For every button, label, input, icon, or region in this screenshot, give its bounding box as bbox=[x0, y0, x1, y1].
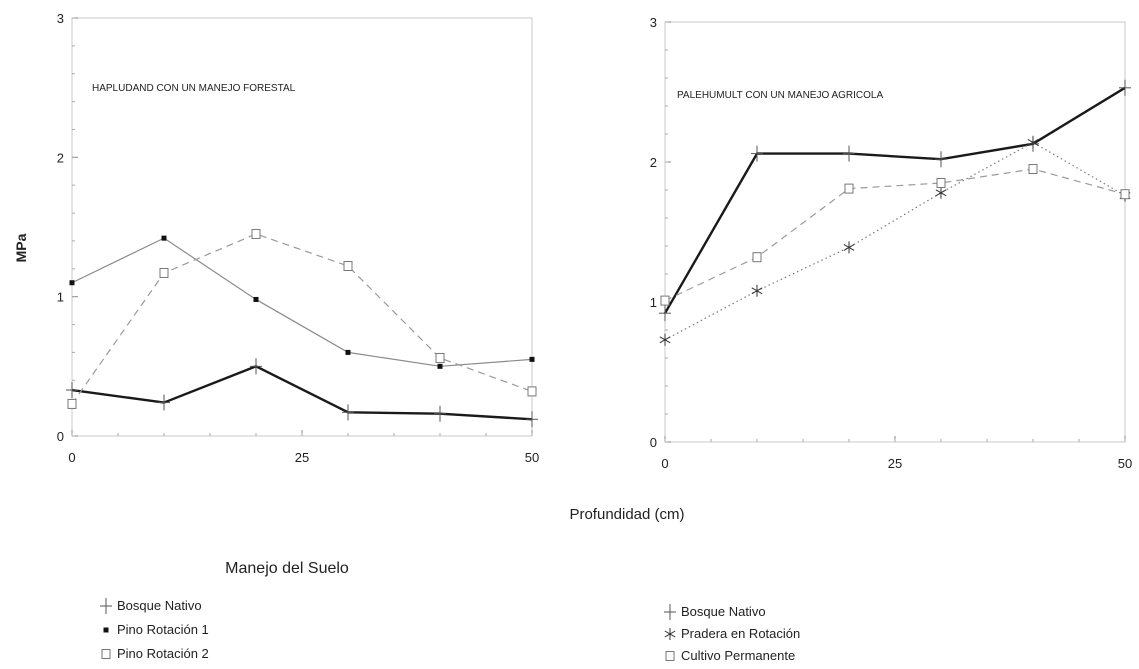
data-point-cultivo-permanente bbox=[1028, 164, 1038, 174]
x-tick-label: 0 bbox=[68, 450, 75, 465]
x-tick-labels: 0 25 50 bbox=[661, 436, 1132, 471]
legend-marker-bosque-nativo bbox=[664, 604, 676, 620]
data-point-pino-rotacion-2 bbox=[67, 398, 77, 409]
chart-panel-agricola: PALEHUMULT CON UN MANEJO AGRICOLA 0 1 2 3 0… bbox=[650, 15, 1132, 471]
data-point-bosque-nativo bbox=[434, 405, 446, 422]
series-pradera-en-rotacion bbox=[659, 136, 1131, 346]
data-point-pino-rotacion-2 bbox=[527, 386, 537, 397]
series-pino-rotacion-2 bbox=[67, 228, 537, 409]
y-tick-label: 2 bbox=[650, 155, 657, 170]
series-line-bosque-nativo bbox=[663, 86, 1126, 314]
data-point-pino-rotacion-1 bbox=[161, 235, 167, 241]
y-tick-labels: 0 1 2 3 bbox=[57, 11, 78, 444]
data-point-cultivo-permanente bbox=[660, 295, 670, 306]
legend-marker-pradera-en-rotacion bbox=[664, 628, 676, 640]
series-line-pino-rotacion-1 bbox=[71, 237, 533, 367]
legend-agricola: Bosque Nativo Pradera en Rotación Cultivo … bbox=[664, 604, 800, 663]
y-tick-label: 2 bbox=[57, 150, 64, 165]
data-point-pino-rotacion-1 bbox=[437, 363, 443, 369]
data-point-pino-rotacion-1 bbox=[529, 356, 535, 362]
legend-item-pradera-en-rotacion: Pradera en Rotación bbox=[664, 626, 800, 641]
data-point-pino-rotacion-2 bbox=[159, 267, 169, 278]
legend-forestal: Bosque Nativo Pino Rotación 1 Pino Rotació… bbox=[100, 598, 209, 661]
legend-marker-bosque-nativo bbox=[100, 598, 112, 614]
legend-label-cultivo-permanente: Cultivo Permanente bbox=[681, 648, 795, 663]
panel-annotation: PALEHUMULT CON UN MANEJO AGRICOLA bbox=[677, 90, 883, 101]
data-point-cultivo-permanente bbox=[752, 252, 762, 263]
legend-title: Manejo del Suelo bbox=[225, 560, 349, 577]
x-tick-label: 50 bbox=[525, 450, 539, 465]
y-axis-label: MPa bbox=[13, 233, 29, 262]
legend-marker-pino-rotacion-1 bbox=[103, 627, 109, 633]
legend-label-bosque-nativo: Bosque Nativo bbox=[117, 598, 202, 613]
data-point-pino-rotacion-1 bbox=[345, 349, 351, 355]
data-point-bosque-nativo bbox=[1119, 79, 1131, 96]
data-point-bosque-nativo bbox=[342, 404, 354, 421]
panel-annotation: HAPLUDAND CON UN MANEJO FORESTAL bbox=[92, 83, 296, 94]
y-tick-label: 0 bbox=[57, 429, 64, 444]
legend-marker-pino-rotacion-2 bbox=[101, 649, 111, 659]
x-tick-label: 25 bbox=[295, 450, 309, 465]
legend-label-pino-rotacion-1: Pino Rotación 1 bbox=[117, 622, 209, 637]
series-layer bbox=[659, 79, 1131, 346]
data-point-pino-rotacion-1 bbox=[253, 296, 259, 302]
data-point-bosque-nativo bbox=[659, 305, 671, 322]
data-point-pradera-en-rotacion bbox=[935, 186, 947, 199]
data-point-bosque-nativo bbox=[843, 145, 855, 162]
series-cultivo-permanente bbox=[660, 164, 1130, 306]
x-tick-label: 25 bbox=[888, 456, 902, 471]
chart-panel-forestal: HAPLUDAND CON UN MANEJO FORESTAL 0 1 2 3 0 2… bbox=[57, 11, 539, 465]
series-bosque-nativo bbox=[66, 358, 538, 428]
x-tick-label: 0 bbox=[661, 456, 668, 471]
data-point-pradera-en-rotacion bbox=[751, 284, 763, 297]
series-line-bosque-nativo bbox=[71, 365, 533, 421]
y-tick-label: 0 bbox=[650, 435, 657, 450]
x-axis-label: Profundidad (cm) bbox=[569, 506, 684, 523]
x-tick-label: 50 bbox=[1118, 456, 1132, 471]
data-point-bosque-nativo bbox=[526, 411, 538, 428]
data-point-pino-rotacion-1 bbox=[69, 280, 75, 286]
plot-frame bbox=[71, 17, 533, 437]
x-tick-labels: 0 25 50 bbox=[68, 430, 539, 465]
series-line-cultivo-permanente bbox=[664, 168, 1126, 302]
series-layer bbox=[66, 228, 538, 428]
y-tick-label: 3 bbox=[57, 11, 64, 26]
data-point-pradera-en-rotacion bbox=[659, 333, 671, 346]
legend-item-bosque-nativo: Bosque Nativo bbox=[664, 604, 766, 620]
series-pino-rotacion-1 bbox=[69, 235, 535, 369]
data-point-bosque-nativo bbox=[66, 382, 78, 399]
data-point-bosque-nativo bbox=[250, 358, 262, 375]
data-point-pino-rotacion-2 bbox=[343, 261, 353, 272]
legend-item-cultivo-permanente: Cultivo Permanente bbox=[665, 648, 795, 663]
data-point-bosque-nativo bbox=[935, 151, 947, 168]
y-tick-label: 1 bbox=[57, 290, 64, 305]
series-line-pino-rotacion-2 bbox=[71, 233, 533, 405]
data-point-cultivo-permanente bbox=[936, 178, 946, 188]
legend-label-pradera-en-rotacion: Pradera en Rotación bbox=[681, 626, 800, 641]
plot-frame bbox=[664, 21, 1126, 443]
data-point-bosque-nativo bbox=[158, 394, 170, 411]
series-line-pradera-en-rotacion bbox=[664, 141, 1126, 341]
data-point-cultivo-permanente bbox=[1120, 189, 1130, 200]
data-point-pradera-en-rotacion bbox=[1027, 136, 1039, 149]
data-point-pino-rotacion-2 bbox=[435, 352, 445, 363]
legend-item-pino-rotacion-1: Pino Rotación 1 bbox=[103, 622, 209, 637]
legend-label-bosque-nativo: Bosque Nativo bbox=[681, 604, 766, 619]
y-tick-labels: 0 1 2 3 bbox=[650, 15, 671, 450]
legend-item-bosque-nativo: Bosque Nativo bbox=[100, 598, 202, 614]
legend-label-pino-rotacion-2: Pino Rotación 2 bbox=[117, 646, 209, 661]
legend-item-pino-rotacion-2: Pino Rotación 2 bbox=[101, 646, 209, 661]
y-tick-label: 3 bbox=[650, 15, 657, 30]
y-tick-label: 1 bbox=[650, 295, 657, 310]
data-point-bosque-nativo bbox=[751, 145, 763, 162]
data-point-pradera-en-rotacion bbox=[843, 241, 855, 254]
series-bosque-nativo bbox=[659, 79, 1131, 322]
legend-marker-cultivo-permanente bbox=[665, 651, 675, 661]
data-point-cultivo-permanente bbox=[844, 183, 854, 194]
data-point-pino-rotacion-2 bbox=[251, 228, 261, 239]
